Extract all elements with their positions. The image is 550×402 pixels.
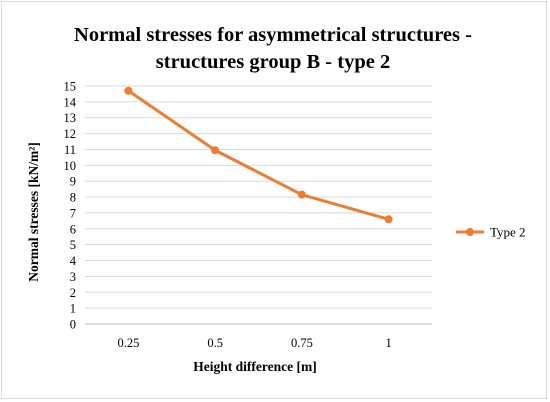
series-layer xyxy=(124,86,393,224)
y-tick-label: 3 xyxy=(70,270,76,284)
y-tick-label: 9 xyxy=(70,175,76,189)
y-tick-label: 12 xyxy=(64,127,77,141)
y-tick-label: 7 xyxy=(70,206,76,220)
x-tick-label: 1 xyxy=(386,336,392,350)
chart-title-line-2: structures group B - type 2 xyxy=(155,51,391,73)
y-tick-label: 2 xyxy=(70,286,76,300)
y-tick-label: 13 xyxy=(64,111,77,125)
data-point xyxy=(124,86,133,95)
chart-title: Normal stresses for asymmetrical structu… xyxy=(0,22,546,76)
x-axis-title: Height difference [m] xyxy=(193,359,316,374)
data-point xyxy=(297,190,306,199)
legend-label: Type 2 xyxy=(490,225,526,240)
x-tick-label: 0.25 xyxy=(117,336,139,350)
x-tick-label: 0.5 xyxy=(207,336,223,350)
chart-title-line-1: Normal stresses for asymmetrical structu… xyxy=(74,24,472,46)
y-tick-label: 11 xyxy=(64,143,76,157)
y-axis-title: Normal stresses [kN/m²] xyxy=(26,142,41,282)
series-line xyxy=(126,89,391,221)
y-tick-label: 8 xyxy=(70,191,76,205)
y-tick-label: 1 xyxy=(70,302,76,316)
x-axis-ticks: 0.25 0.5 0.75 1 xyxy=(117,336,391,350)
data-point xyxy=(384,215,393,224)
y-tick-label: 6 xyxy=(70,222,76,236)
legend: Type 2 xyxy=(456,225,526,240)
data-point xyxy=(211,146,220,155)
gridlines xyxy=(85,85,432,325)
x-tick-label: 0.75 xyxy=(291,336,313,350)
y-tick-label: 0 xyxy=(70,318,76,332)
y-tick-label: 15 xyxy=(64,80,77,94)
legend-marker xyxy=(466,228,474,236)
y-tick-label: 10 xyxy=(64,159,77,173)
y-tick-label: 5 xyxy=(70,238,76,252)
y-tick-label: 14 xyxy=(64,95,77,109)
y-tick-label: 4 xyxy=(70,254,77,268)
